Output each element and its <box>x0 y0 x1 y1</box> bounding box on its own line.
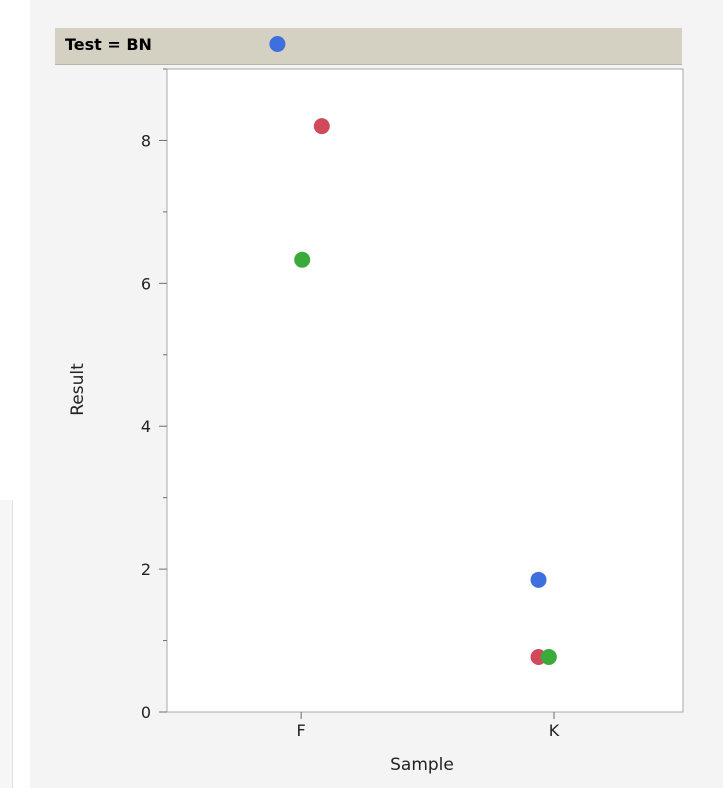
y-tick-label: 0 <box>141 703 151 722</box>
data-point <box>269 35 286 52</box>
y-axis-label: Result <box>68 363 88 416</box>
plot-area <box>166 68 684 713</box>
chart-header: Test = BN <box>55 28 682 65</box>
x-axis-label: Sample <box>390 755 454 775</box>
side-panel-edge <box>0 500 13 788</box>
chart-title: Test = BN <box>65 35 152 54</box>
y-tick-label: 2 <box>141 560 151 579</box>
y-tick-label: 8 <box>141 131 151 150</box>
data-point <box>294 251 311 268</box>
y-tick-label: 6 <box>141 274 151 293</box>
y-tick-label: 4 <box>141 417 151 436</box>
x-tick-label: K <box>549 721 560 740</box>
x-tick-label: F <box>297 721 306 740</box>
data-point <box>530 571 547 588</box>
data-point <box>313 118 330 135</box>
data-point <box>540 648 557 665</box>
